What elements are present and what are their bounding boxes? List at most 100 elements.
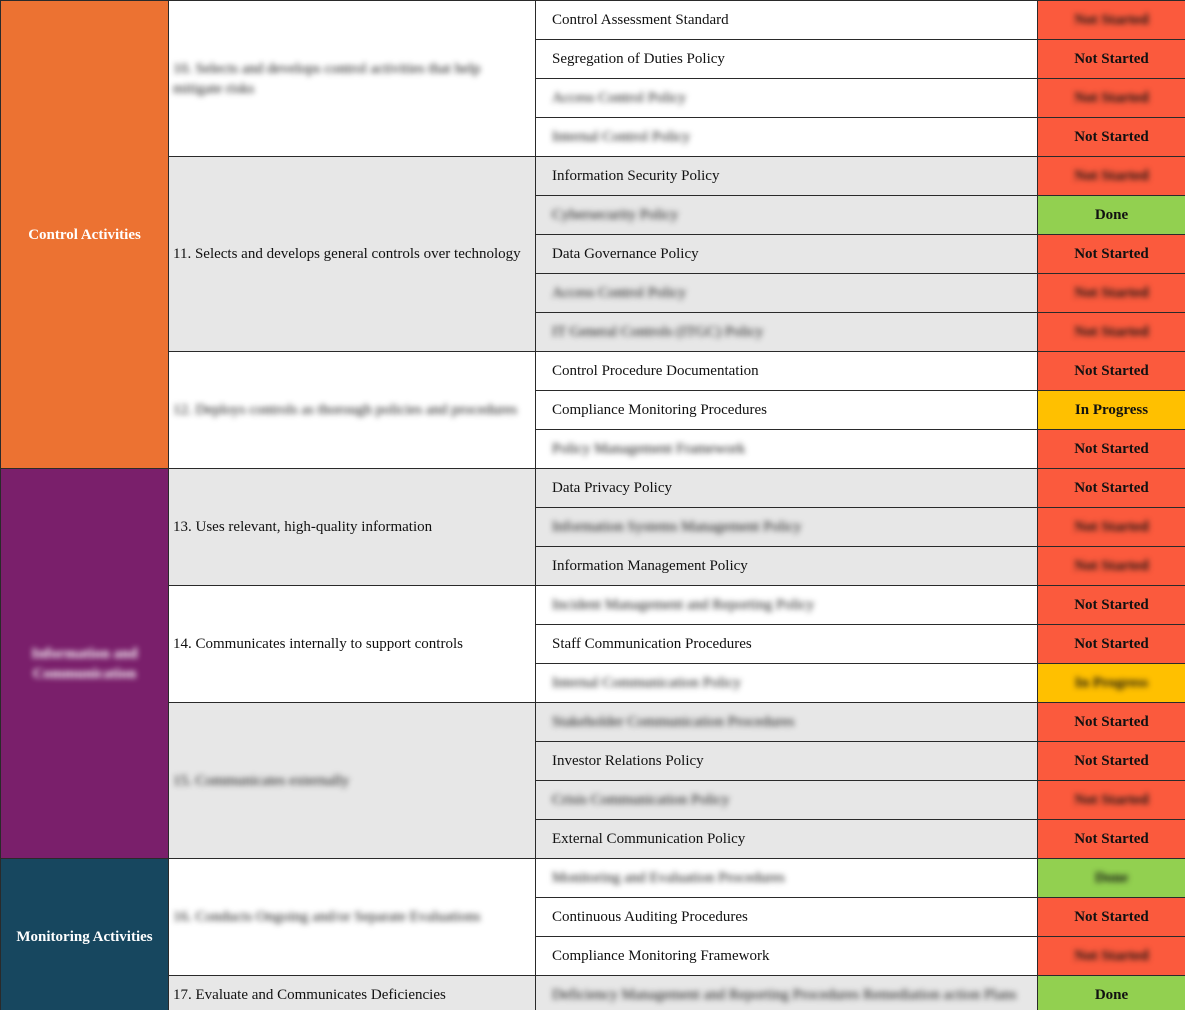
policy-cell: Access Control Policy bbox=[535, 78, 1038, 118]
table-row: 11. Selects and develops general control… bbox=[1, 156, 1185, 352]
policy-cell-text: Information Security Policy bbox=[552, 168, 720, 184]
status-cell-text: Not Started bbox=[1074, 441, 1149, 457]
table-row: Staff Communication Procedures Not Starte… bbox=[1, 624, 1185, 664]
policy-cell-text: Information Systems Management Policy bbox=[552, 519, 802, 535]
table-row: 17. Evaluate and Communicates Deficienci… bbox=[1, 975, 1185, 1010]
policy-cell-text: Internal Control Policy bbox=[552, 129, 691, 145]
policy-cell: Data Governance Policy bbox=[535, 234, 1038, 274]
policy-cell-text: Control Assessment Standard bbox=[552, 12, 729, 28]
status-cell: Not Started bbox=[1037, 78, 1185, 118]
principle-cell: 13. Uses relevant, high-quality informat… bbox=[168, 468, 536, 586]
principle-cell-text: 14. Communicates internally to support c… bbox=[173, 636, 463, 652]
status-cell-text: Not Started bbox=[1074, 909, 1149, 925]
table-row: Information Management Policy Not Started bbox=[1, 546, 1185, 586]
table-row: Crisis Communication Policy Not Started bbox=[1, 780, 1185, 820]
principle-cell: 16. Conducts Ongoing and/or Separate Eva… bbox=[168, 858, 536, 976]
status-cell-text: In Progress bbox=[1074, 402, 1149, 418]
policy-cell: External Communication Policy bbox=[535, 819, 1038, 859]
status-cell-text: Done bbox=[1094, 207, 1129, 223]
table-row: 12. Deploys controls as thorough policie… bbox=[1, 351, 1185, 469]
policy-cell: Monitoring and Evaluation Procedures bbox=[535, 858, 1038, 898]
status-cell-text: Not Started bbox=[1074, 519, 1149, 535]
table-row: Data Governance Policy Not Started bbox=[1, 234, 1185, 274]
policy-cell-text: Access Control Policy bbox=[552, 285, 687, 301]
status-cell: Not Started bbox=[1037, 234, 1185, 274]
principle-cell: 11. Selects and develops general control… bbox=[168, 156, 536, 352]
policy-cell-text: Internal Communication Policy bbox=[552, 675, 742, 691]
principle-cell-text: 10. Selects and develops control activit… bbox=[173, 60, 481, 97]
status-cell: Not Started bbox=[1037, 312, 1185, 352]
status-cell-text: Done bbox=[1094, 987, 1129, 1003]
table-row: Information Systems Management Policy Not… bbox=[1, 507, 1185, 547]
principle-cell: 14. Communicates internally to support c… bbox=[168, 585, 536, 703]
status-cell-text: Not Started bbox=[1074, 753, 1149, 769]
category-cell: Information and Communication bbox=[0, 468, 169, 859]
table-row: 14. Communicates internally to support c… bbox=[1, 585, 1185, 703]
status-cell-text: Not Started bbox=[1074, 636, 1149, 652]
status-cell-text: Not Started bbox=[1074, 714, 1149, 730]
policy-cell-text: External Communication Policy bbox=[552, 831, 746, 847]
policy-cell-text: Policy Management Framework bbox=[552, 441, 746, 457]
status-cell: Not Started bbox=[1037, 39, 1185, 79]
status-cell-text: Not Started bbox=[1074, 51, 1149, 67]
status-cell: Done bbox=[1037, 195, 1185, 235]
policy-cell: Access Control Policy bbox=[535, 273, 1038, 313]
policy-cell: Data Privacy Policy bbox=[535, 468, 1038, 508]
policy-cell-text: Access Control Policy bbox=[552, 90, 687, 106]
status-cell-text: In Progress bbox=[1074, 675, 1149, 691]
status-cell: Not Started bbox=[1037, 780, 1185, 820]
principle-cell-text: 12. Deploys controls as thorough policie… bbox=[173, 402, 518, 418]
principle-cell-text: 13. Uses relevant, high-quality informat… bbox=[173, 519, 433, 535]
status-cell: Not Started bbox=[1037, 117, 1185, 157]
policy-cell: Continuous Auditing Procedures bbox=[535, 897, 1038, 937]
policy-cell-text: Monitoring and Evaluation Procedures bbox=[552, 870, 785, 886]
table-row: 15. Communicates externally Stakeholder C… bbox=[1, 702, 1185, 859]
status-cell-text: Not Started bbox=[1074, 285, 1149, 301]
principle-cell: 12. Deploys controls as thorough policie… bbox=[168, 351, 536, 469]
principle-cell: 17. Evaluate and Communicates Deficienci… bbox=[168, 975, 536, 1010]
table-row: Continuous Auditing Procedures Not Starte… bbox=[1, 897, 1185, 937]
policy-cell-text: Incident Management and Reporting Policy bbox=[552, 597, 815, 613]
principle-cell-text: 16. Conducts Ongoing and/or Separate Eva… bbox=[173, 909, 481, 925]
table-row: Control Activities 10. Selects and develo… bbox=[0, 0, 1185, 469]
status-cell: Done bbox=[1037, 975, 1185, 1010]
table-row: Internal Control Policy Not Started bbox=[1, 117, 1185, 157]
policy-cell-text: Data Privacy Policy bbox=[552, 480, 672, 496]
policy-cell: Staff Communication Procedures bbox=[535, 624, 1038, 664]
policy-cell: Segregation of Duties Policy bbox=[535, 39, 1038, 79]
status-cell: Not Started bbox=[1037, 273, 1185, 313]
status-cell: Not Started bbox=[1037, 897, 1185, 937]
principle-cell: 10. Selects and develops control activit… bbox=[168, 0, 536, 157]
category-cell-text: Control Activities bbox=[28, 226, 141, 243]
policy-cell-text: Deficiency Management and Reporting Proc… bbox=[552, 987, 1017, 1003]
status-cell: Not Started bbox=[1037, 936, 1185, 976]
policy-cell: Control Procedure Documentation bbox=[535, 351, 1038, 391]
status-cell: Not Started bbox=[1037, 585, 1185, 625]
status-cell-text: Not Started bbox=[1074, 246, 1149, 262]
status-cell-text: Done bbox=[1094, 870, 1129, 886]
policy-cell: Crisis Communication Policy bbox=[535, 780, 1038, 820]
policy-cell-text: Compliance Monitoring Procedures bbox=[552, 402, 767, 418]
status-cell-text: Not Started bbox=[1074, 12, 1149, 28]
table-row: Compliance Monitoring Procedures In Progr… bbox=[1, 390, 1185, 430]
status-cell-text: Not Started bbox=[1074, 129, 1149, 145]
policy-cell: Compliance Monitoring Procedures bbox=[535, 390, 1038, 430]
table-row: IT General Controls (ITGC) Policy Not Sta… bbox=[1, 312, 1185, 352]
status-cell: In Progress bbox=[1037, 663, 1185, 703]
policy-cell: Control Assessment Standard bbox=[535, 0, 1038, 40]
table-row: Access Control Policy Not Started bbox=[1, 273, 1185, 313]
status-cell: Not Started bbox=[1037, 507, 1185, 547]
status-cell: Not Started bbox=[1037, 624, 1185, 664]
status-cell: Not Started bbox=[1037, 0, 1185, 40]
status-cell-text: Not Started bbox=[1074, 948, 1149, 964]
policy-cell-text: Compliance Monitoring Framework bbox=[552, 948, 770, 964]
table-row: Internal Communication Policy In Progress bbox=[1, 663, 1185, 703]
table-row: Information and Communication 13. Uses re… bbox=[0, 468, 1185, 859]
status-cell-text: Not Started bbox=[1074, 324, 1149, 340]
policy-cell-text: Control Procedure Documentation bbox=[552, 363, 759, 379]
policy-cell: Information Security Policy bbox=[535, 156, 1038, 196]
status-cell-text: Not Started bbox=[1074, 90, 1149, 106]
